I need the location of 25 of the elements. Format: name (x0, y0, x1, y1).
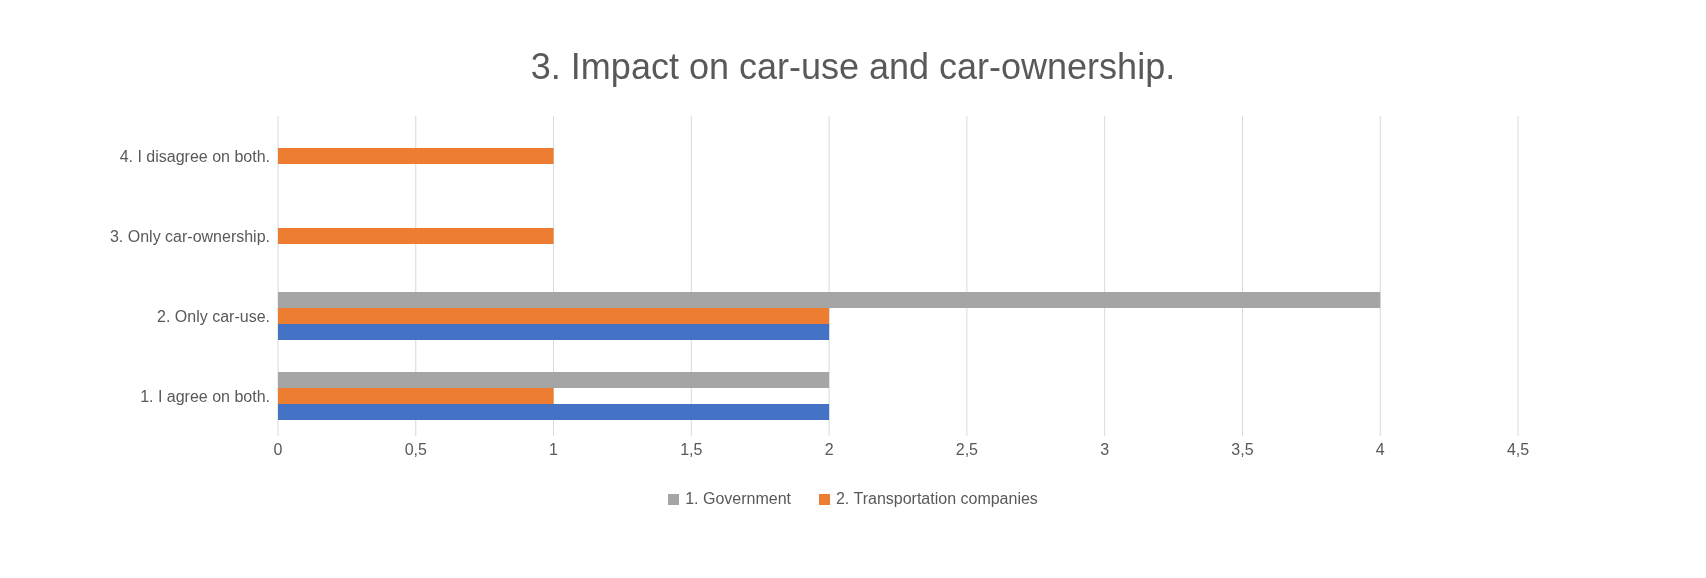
bar (278, 308, 830, 324)
x-tick-label: 3,5 (1231, 441, 1254, 459)
bar (278, 388, 554, 404)
x-tick-label: 3 (1100, 441, 1110, 459)
x-tick-label: 0 (273, 441, 283, 459)
y-tick-label: 2. Only car-use. (157, 307, 270, 325)
x-tick-label: 0,5 (404, 441, 427, 459)
bar (278, 404, 830, 420)
x-tick-label: 4 (1375, 441, 1385, 459)
bar (278, 148, 554, 164)
x-tick-label: 1,5 (680, 441, 703, 459)
bar (278, 292, 1381, 308)
y-tick-label: 3. Only car-ownership. (109, 227, 270, 245)
bar (278, 228, 554, 244)
bar (278, 324, 830, 340)
x-tick-label: 4,5 (1506, 441, 1530, 459)
y-tick-label: 1. I agree on both. (140, 387, 270, 405)
bar (278, 372, 830, 388)
legend-label: 1. Government (685, 490, 791, 508)
legend-label: 2. Transportation companies (835, 490, 1038, 508)
x-tick-label: 2 (824, 441, 834, 459)
x-tick-label: 2,5 (955, 441, 979, 459)
y-tick-label: 4. I disagree on both. (119, 147, 270, 165)
chart-title: 3. Impact on car-use and car-ownership. (529, 45, 1177, 89)
x-tick-label: 1 (549, 441, 559, 459)
